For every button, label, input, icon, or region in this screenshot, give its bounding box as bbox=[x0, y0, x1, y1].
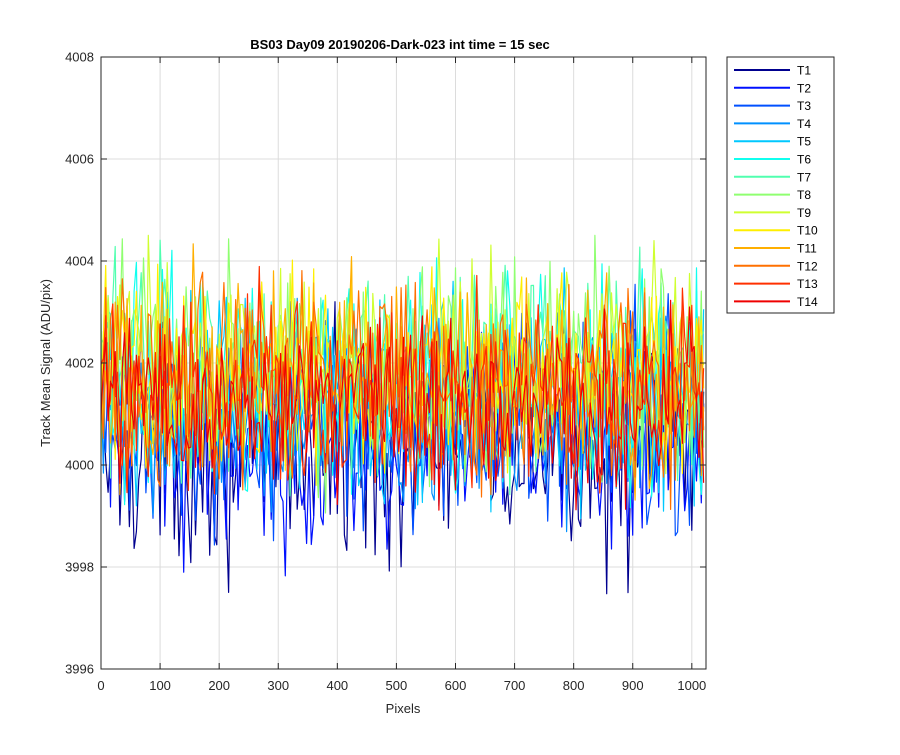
legend: T1 T2 T3 T4 T5 T6 T7 T8 T9 T10 T11 T12 T13 T14 bbox=[726, 56, 835, 314]
y-tick-label: 3998 bbox=[65, 560, 94, 575]
legend-label-t9: T9 bbox=[797, 206, 811, 220]
legend-label-t6: T6 bbox=[797, 153, 811, 167]
y-tick-label: 4002 bbox=[65, 356, 94, 371]
x-tick-label: 0 bbox=[97, 678, 104, 693]
y-tick-label: 4004 bbox=[65, 254, 94, 269]
legend-label-t13: T13 bbox=[797, 277, 818, 291]
y-tick-label: 3996 bbox=[65, 662, 94, 677]
chart-title: BS03 Day09 20190206-Dark-023 int time = … bbox=[250, 37, 550, 52]
y-tick-label: 4000 bbox=[65, 458, 94, 473]
legend-label-t1: T1 bbox=[797, 64, 811, 78]
legend-label-t2: T2 bbox=[797, 81, 811, 95]
x-tick-label: 300 bbox=[267, 678, 289, 693]
legend-label-t5: T5 bbox=[797, 135, 811, 149]
legend-box bbox=[726, 56, 835, 314]
series-layer bbox=[101, 234, 705, 595]
x-tick-label: 400 bbox=[326, 678, 348, 693]
x-tick-label: 600 bbox=[445, 678, 467, 693]
legend-label-t4: T4 bbox=[797, 117, 811, 131]
y-tick-label: 4008 bbox=[65, 50, 94, 65]
x-tick-label: 100 bbox=[149, 678, 171, 693]
x-tick-label: 800 bbox=[563, 678, 585, 693]
x-axis: 0 100 200 300 400 500 600 700 800 900 1000 bbox=[97, 57, 706, 693]
y-axis-label: Track Mean Signal (ADU/pix) bbox=[38, 279, 53, 447]
y-tick-label: 4006 bbox=[65, 152, 94, 167]
legend-label-t3: T3 bbox=[797, 99, 811, 113]
y-axis: 3996 3998 4000 4002 4004 4006 4008 bbox=[65, 50, 706, 677]
x-axis-label: Pixels bbox=[386, 701, 421, 716]
x-tick-label: 1000 bbox=[677, 678, 706, 693]
x-tick-label: 900 bbox=[622, 678, 644, 693]
series-line-t1 bbox=[101, 301, 705, 595]
x-tick-label: 200 bbox=[208, 678, 230, 693]
legend-label-t12: T12 bbox=[797, 259, 818, 273]
legend-label-t11: T11 bbox=[797, 242, 817, 256]
legend-label-t7: T7 bbox=[797, 170, 811, 184]
series-line-t12 bbox=[101, 270, 705, 510]
series-line-t14 bbox=[101, 299, 705, 511]
legend-label-t10: T10 bbox=[797, 224, 818, 238]
legend-label-t14: T14 bbox=[797, 295, 818, 309]
x-tick-label: 700 bbox=[504, 678, 526, 693]
x-tick-label: 500 bbox=[386, 678, 408, 693]
legend-label-t8: T8 bbox=[797, 188, 811, 202]
